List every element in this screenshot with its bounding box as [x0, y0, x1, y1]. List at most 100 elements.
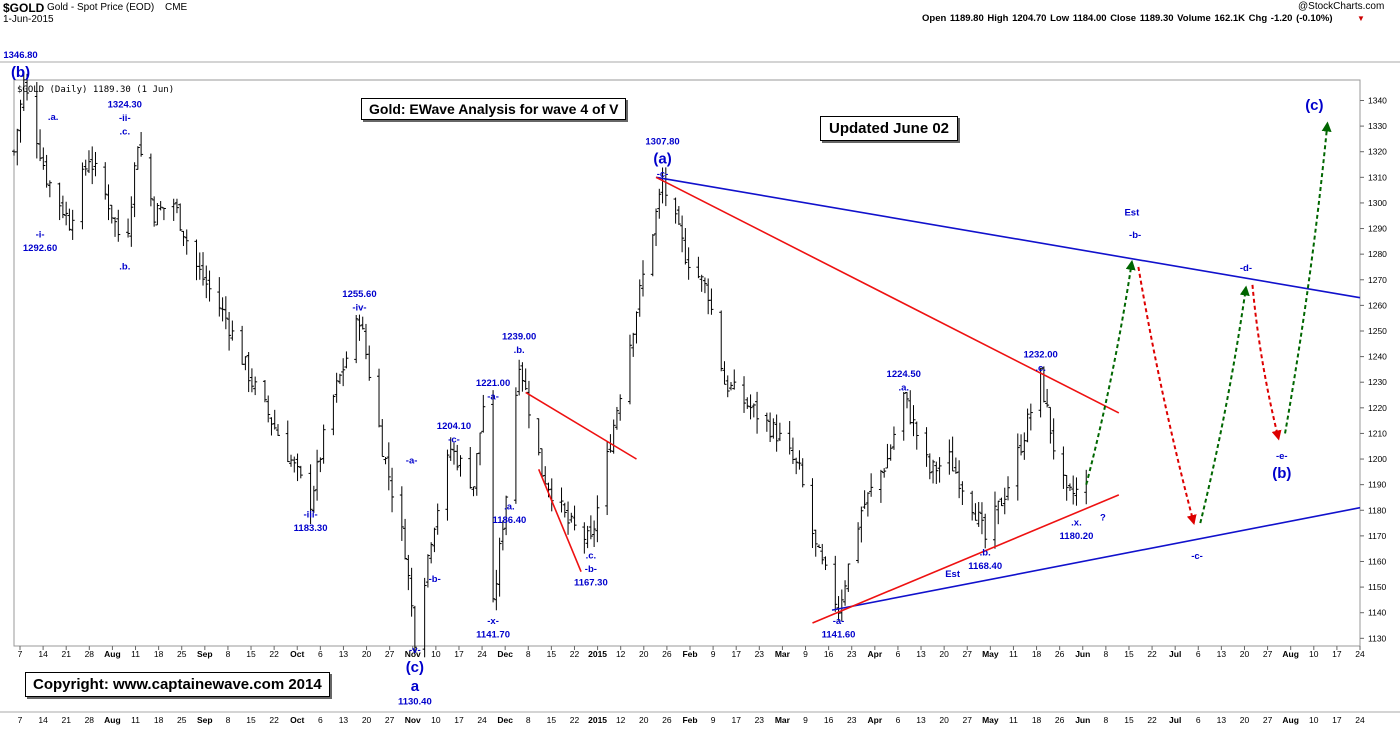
ohlc-bar	[432, 527, 437, 553]
ohlc-bar	[709, 288, 714, 315]
down-marker-icon: ▼	[1357, 14, 1365, 23]
ohlc-bar	[1028, 403, 1033, 431]
x-tick-label: 14	[38, 649, 48, 659]
wave-label-text: 1324.30	[108, 100, 142, 111]
x-tick-label: 15	[1124, 649, 1134, 659]
ohlc-bar	[777, 422, 782, 442]
ohlc-bar	[865, 492, 870, 517]
wave-label: 1221.00 -a-	[476, 378, 510, 403]
wave-label: -b-	[429, 574, 441, 585]
ohlc-bar	[1041, 366, 1046, 403]
y-tick-label: 1170	[1368, 531, 1387, 541]
wave-label: -a-	[406, 455, 418, 466]
y-tick-label: 1310	[1368, 172, 1387, 182]
ohlc-bar	[914, 421, 919, 450]
x-tick-label: 23	[847, 715, 857, 725]
ohlc-bar	[60, 195, 65, 219]
ohlc-bar	[588, 515, 593, 540]
x-tick-label: 20	[362, 715, 372, 725]
x-tick-label: Jul	[1169, 715, 1181, 725]
ohlc-bar	[201, 252, 206, 286]
wave-label-text: a	[411, 678, 420, 695]
y-tick-label: 1320	[1368, 147, 1387, 157]
x-tick-label: 17	[731, 715, 741, 725]
x-tick-label: Aug	[1282, 649, 1299, 659]
trend-line	[655, 176, 1120, 414]
wave-label-text: .b.	[514, 345, 525, 356]
wave-label: 1204.10 -c-	[437, 421, 471, 446]
wave-label-text: -d-	[1240, 263, 1252, 274]
x-tick-label: Aug	[104, 715, 121, 725]
wave-label: -d-	[1240, 263, 1252, 274]
ohlc-bar	[178, 203, 183, 231]
y-tick-label: 1240	[1368, 352, 1387, 362]
ohlc-bar	[93, 151, 98, 177]
x-tick-label: Nov	[405, 649, 421, 659]
ohlc-bar	[816, 544, 821, 549]
ohlc-bar	[246, 351, 251, 393]
ohlc-bar	[223, 296, 228, 330]
ohlc-bar	[64, 201, 69, 226]
x-tick-label: 20	[1240, 649, 1250, 659]
x-tick-label: 8	[226, 715, 231, 725]
wave-label-text: 1292.60	[23, 243, 57, 254]
copyright-box: Copyright: www.captainewave.com 2014	[25, 672, 330, 697]
y-tick-label: 1190	[1368, 480, 1387, 490]
ohlc-bar	[1015, 433, 1020, 501]
wave-label-text: -b-	[1129, 230, 1141, 241]
ohlc-bar	[996, 500, 1001, 525]
x-tick-label: 28	[85, 715, 95, 725]
wave-label-text: .x.	[1071, 517, 1082, 528]
wave-label-text: 1130.40	[398, 696, 432, 707]
x-tick-label: 22	[570, 649, 580, 659]
ohlc-bar	[683, 228, 688, 265]
ohlc-bar	[891, 426, 896, 450]
wave-label-text: 1141.70	[476, 629, 510, 640]
ohlc-bar	[158, 201, 163, 211]
ohlc-bar	[813, 529, 818, 557]
x-tick-label: 9	[803, 715, 808, 725]
ohlc-bar	[654, 208, 659, 247]
ohlc-bar	[357, 314, 362, 341]
ohlc-bar	[249, 368, 254, 393]
x-tick-label: 23	[847, 649, 857, 659]
wave-label-text: -iii-	[303, 509, 317, 520]
wave-label: Est	[945, 569, 961, 580]
trend-line	[655, 176, 1361, 299]
ohlc-bar	[517, 359, 522, 396]
x-tick-label: 10	[1309, 715, 1319, 725]
ohlc-bar	[129, 196, 134, 247]
ohlc-bar	[80, 162, 85, 230]
trend-line	[537, 468, 582, 573]
x-tick-label: 13	[1217, 649, 1227, 659]
x-tick-label: 10	[1309, 649, 1319, 659]
ohlc-bar	[148, 153, 153, 207]
x-tick-label: Apr	[868, 649, 883, 659]
wave-label: .x. 1180.20	[1060, 517, 1094, 542]
wave-label-text: -e-	[1276, 451, 1288, 462]
x-tick-label: 27	[963, 715, 973, 725]
ohlc-bar	[931, 459, 936, 484]
wave-label-text: -b-	[429, 574, 441, 585]
wave-label-text: 1224.50	[887, 369, 921, 380]
ohlc-bar	[126, 218, 131, 238]
ohlc-bar	[634, 311, 639, 344]
ohlc-bar	[285, 420, 290, 463]
wave-label: .c. -b- 1167.30	[574, 550, 608, 588]
x-tick-label: 26	[662, 649, 672, 659]
ohlc-bar	[204, 265, 209, 299]
x-tick-label: 7	[18, 715, 23, 725]
ohlc-bar	[904, 392, 909, 409]
ohlc-bar	[520, 362, 525, 392]
x-tick-label: 11	[1009, 649, 1018, 659]
stockcharts-brand[interactable]: @StockCharts.com	[1298, 1, 1385, 12]
ohlc-bar	[21, 72, 26, 111]
x-tick-label: Dec	[497, 715, 513, 725]
ohlc-bar	[787, 421, 792, 455]
ohlc-bar	[937, 457, 942, 483]
ohlc-bar	[823, 556, 828, 571]
ohlc-bar	[227, 311, 232, 351]
x-tick-label: 6	[1196, 715, 1201, 725]
ohlc-bar	[676, 206, 681, 225]
ohlc-bar	[618, 394, 623, 421]
